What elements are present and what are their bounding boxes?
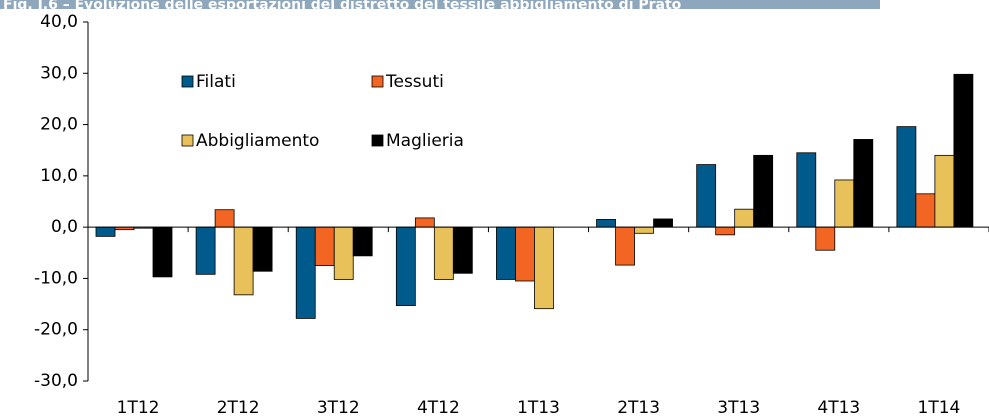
bar [953,73,974,228]
chart-title: Fig. I.6 – Evoluzione delle esportazioni… [3,0,682,13]
x-tick-label: 3T13 [717,398,760,418]
legend-swatch [371,75,384,88]
y-tick-label: -30,0 [34,371,78,391]
bar [333,226,354,280]
bar [615,226,635,266]
bar [314,226,335,267]
y-tick-label: 20,0 [40,115,78,135]
y-tick-label: -20,0 [34,320,78,340]
bar [815,226,836,251]
bar [433,226,454,280]
bar [414,217,435,228]
legend-swatch [181,75,194,88]
x-tick-label: 1T13 [517,398,560,418]
bar [496,226,516,280]
legend-swatch [181,134,194,147]
bar [534,226,554,310]
bar [734,208,755,228]
bar [596,219,616,228]
bar [753,154,774,228]
legend-label: Abbigliamento [196,131,319,151]
x-tick-label: 1T14 [918,398,961,418]
title-bar [0,0,880,9]
bar [233,226,254,296]
bar [252,226,273,272]
y-tick-label: 10,0 [40,166,78,186]
bar [295,226,316,319]
bar [515,226,535,282]
x-tick-label: 2T13 [617,398,660,418]
bar [214,209,235,228]
bar [634,226,654,234]
bar [853,139,874,228]
bar [452,226,473,274]
bar [352,226,373,257]
x-tick-label: 3T12 [317,398,360,418]
bar [796,152,817,228]
bar [934,154,955,228]
y-tick-label: 40,0 [40,12,78,32]
legend-swatch [371,134,384,147]
legend-label: Filati [196,72,236,92]
x-tick-label: 1T12 [117,398,160,418]
y-tick-label: 0,0 [51,217,78,237]
legend-label: Maglieria [386,131,464,151]
bar [834,179,855,228]
bar [715,226,736,236]
y-tick-label: -10,0 [34,268,78,288]
x-tick-label: 4T12 [417,398,460,418]
x-tick-label: 4T13 [817,398,860,418]
x-tick-label: 2T12 [217,398,260,418]
legend-label: Tessuti [385,72,444,92]
bar [915,193,936,228]
bar [696,164,717,228]
bar [653,218,673,228]
bar [896,126,917,228]
bar [195,226,216,275]
bar [395,226,416,307]
bar [95,226,116,237]
y-tick-label: 30,0 [40,63,78,83]
bar [152,226,173,278]
